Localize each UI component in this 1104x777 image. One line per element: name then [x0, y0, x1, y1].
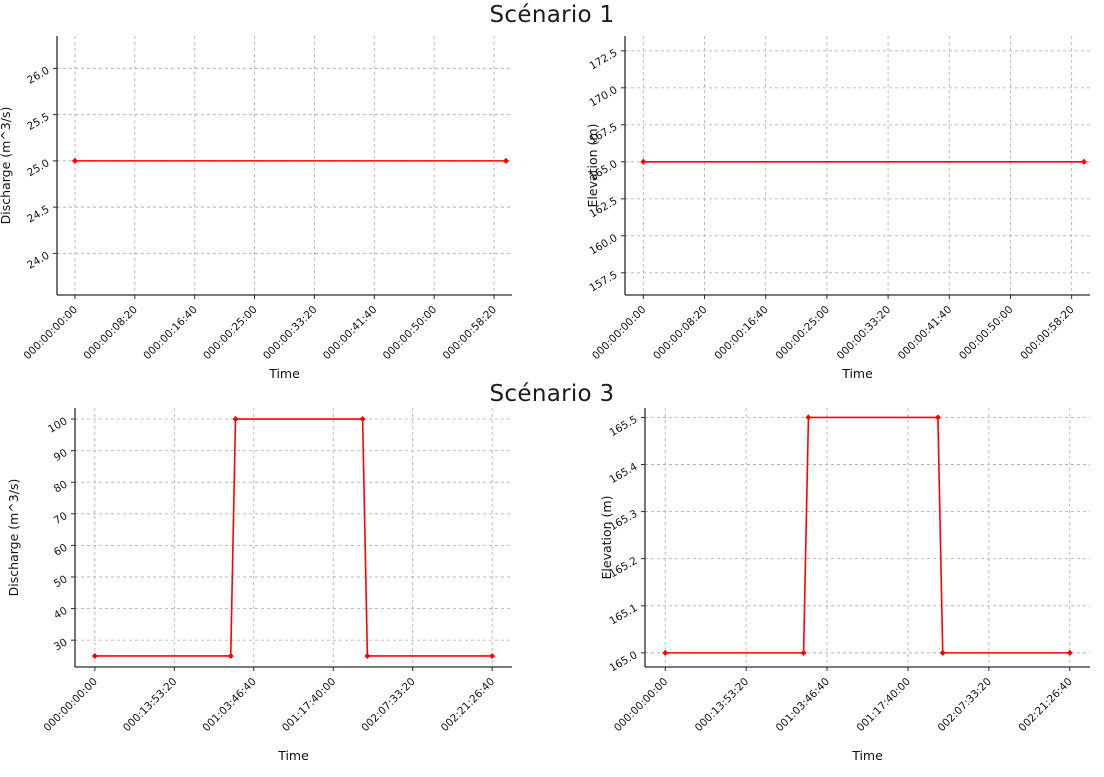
y-tick-label: 165.4: [607, 461, 639, 487]
x-tick-label: 000:00:33:20: [261, 304, 320, 363]
y-tick-label: 25.0: [25, 157, 51, 179]
y-tick-label: 165.5: [607, 414, 639, 439]
data-point-marker: [1080, 158, 1087, 165]
x-tick-label: 002:07:33:20: [359, 676, 418, 735]
x-tick-label: 002:21:26:40: [1016, 676, 1075, 735]
data-point-marker: [939, 649, 946, 656]
y-tick-label: 160.0: [587, 232, 619, 257]
y-tick-label: 50: [52, 573, 70, 590]
x-tick-label: 000:00:58:20: [441, 304, 500, 363]
x-tick-label: 000:00:08:20: [81, 304, 140, 363]
y-tick-label: 40: [52, 605, 70, 622]
data-point-marker: [934, 414, 941, 421]
y-tick-label: 172.5: [587, 47, 619, 72]
x-tick-label: 000:13:53:20: [693, 676, 752, 735]
x-tick-label: 000:00:25:00: [201, 304, 260, 363]
data-point-marker: [227, 652, 234, 659]
data-point-marker: [364, 652, 371, 659]
x-tick-label: 002:21:26:40: [439, 676, 498, 735]
scenario1-discharge-chart: 000:00:00:00 000:00:08:20 000:00:16:40 000:…: [0, 28, 552, 390]
data-point-marker: [1066, 649, 1073, 656]
chart-svg: 000:00:00:00 000:13:53:20 001:03:46:40 001:…: [599, 408, 1090, 763]
x-tick-label: 001:17:40:00: [280, 676, 339, 735]
x-tick-label: 000:00:33:20: [835, 304, 894, 363]
data-line: [665, 416, 1070, 654]
y-tick-label: 80: [52, 478, 70, 495]
x-tick-label: 000:00:25:00: [774, 304, 833, 363]
data-point-marker: [800, 649, 807, 656]
y-tick-label: 70: [52, 510, 70, 527]
chart-svg: 000:00:00:00 000:13:53:20 001:03:46:40 001:…: [6, 408, 512, 763]
x-tick-label: 000:00:50:00: [957, 304, 1016, 363]
scenario3-elevation-chart: 000:00:00:00 000:13:53:20 001:03:46:40 001:…: [552, 400, 1104, 777]
y-tick-label: 100: [46, 415, 69, 435]
x-tick-label: 001:17:40:00: [855, 676, 914, 735]
x-tick-label: 000:00:00:00: [22, 304, 81, 363]
scenario-1-title: Scénario 1: [489, 2, 615, 28]
x-tick-label: 000:00:00:00: [41, 676, 100, 735]
x-tick-label: 000:00:16:40: [712, 304, 771, 363]
y-tick-label: 25.5: [25, 111, 51, 133]
y-tick-label: 90: [52, 447, 70, 464]
x-tick-label: 000:00:50:00: [381, 304, 440, 363]
x-axis-label: Time: [841, 366, 873, 381]
data-point-marker: [71, 157, 78, 164]
y-axis-label: Elevation (m): [599, 496, 614, 580]
data-point-marker: [503, 157, 510, 164]
y-tick-label: 170.0: [587, 84, 619, 109]
data-point-marker: [232, 416, 239, 423]
chart-svg: 000:00:00:00 000:00:08:20 000:00:16:40 000:…: [0, 36, 512, 381]
y-axis-label: Elevation (m): [585, 124, 600, 208]
x-tick-label: 000:00:08:20: [651, 304, 710, 363]
y-tick-label: 165.0: [607, 649, 639, 674]
y-tick-label: 157.5: [587, 269, 619, 294]
y-tick-label: 165.1: [607, 602, 639, 627]
x-tick-label: 000:00:41:40: [896, 304, 955, 363]
data-point-marker: [91, 652, 98, 659]
y-tick-label: 60: [52, 542, 70, 559]
x-tick-label: 001:03:46:40: [200, 676, 259, 735]
data-point-marker: [489, 652, 496, 659]
y-tick-label: 26.0: [25, 65, 51, 87]
x-tick-label: 000:00:41:40: [321, 304, 380, 363]
scenario3-discharge-chart: 000:00:00:00 000:13:53:20 001:03:46:40 001:…: [0, 400, 552, 777]
y-axis-label: Discharge (m^3/s): [0, 107, 13, 225]
x-tick-label: 002:07:33:20: [935, 676, 994, 735]
data-line: [94, 418, 493, 657]
x-tick-label: 000:00:58:20: [1018, 304, 1077, 363]
y-tick-label: 24.5: [25, 203, 51, 225]
x-tick-label: 000:00:00:00: [590, 304, 649, 363]
x-axis-label: Time: [851, 748, 883, 763]
data-point-marker: [805, 414, 812, 421]
y-tick-label: 30: [52, 636, 70, 653]
scenario1-elevation-chart: 000:00:00:00 000:00:08:20 000:00:16:40 000:…: [552, 28, 1104, 390]
chart-svg: 000:00:00:00 000:00:08:20 000:00:16:40 000:…: [585, 36, 1090, 381]
data-point-marker: [640, 158, 647, 165]
x-axis-label: Time: [268, 366, 300, 381]
x-axis-label: Time: [277, 748, 309, 763]
x-tick-label: 000:00:00:00: [612, 676, 671, 735]
x-tick-label: 001:03:46:40: [774, 676, 833, 735]
data-point-marker: [359, 416, 366, 423]
y-tick-label: 24.0: [25, 250, 51, 272]
x-tick-label: 000:00:16:40: [141, 304, 200, 363]
data-point-marker: [662, 649, 669, 656]
y-axis-label: Discharge (m^3/s): [6, 479, 21, 597]
x-tick-label: 000:13:53:20: [121, 676, 180, 735]
scenario-3-title: Scénario 3: [489, 381, 615, 407]
